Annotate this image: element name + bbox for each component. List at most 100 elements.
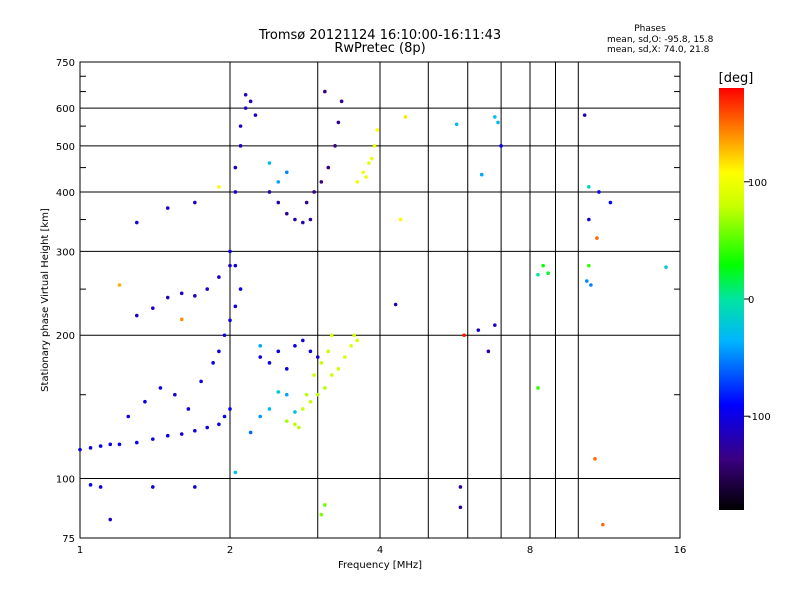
data-point	[217, 275, 221, 279]
colorbar	[719, 88, 744, 510]
data-point	[329, 373, 334, 377]
data-point	[134, 220, 139, 225]
stats-heading: Phases	[634, 24, 666, 34]
data-point	[367, 161, 371, 165]
y-tick-label: 75	[62, 534, 75, 545]
data-point	[193, 294, 197, 298]
data-point	[158, 386, 163, 390]
colorbar-tick-label: 0	[748, 295, 754, 306]
data-point	[276, 200, 281, 205]
data-point	[587, 263, 591, 268]
data-point	[301, 338, 305, 343]
data-point	[179, 432, 184, 436]
data-point	[222, 414, 227, 419]
data-point	[479, 172, 484, 177]
data-point	[267, 361, 272, 365]
data-point	[593, 457, 597, 461]
data-point	[258, 355, 263, 359]
data-point	[233, 190, 238, 194]
data-point	[601, 522, 605, 527]
data-point	[398, 217, 403, 222]
data-point	[403, 115, 408, 119]
data-point	[493, 115, 497, 119]
data-point	[319, 361, 324, 365]
x-tick-label: 1	[77, 545, 83, 556]
data-point	[98, 444, 103, 448]
data-point	[496, 120, 500, 125]
data-point	[584, 279, 589, 283]
data-point	[326, 349, 331, 354]
data-point	[304, 200, 309, 205]
data-point	[546, 271, 550, 276]
data-point	[587, 217, 591, 222]
stats-o-mode: mean, sd,O: -95.8, 15.8	[607, 35, 714, 45]
data-point	[143, 399, 147, 404]
data-point	[597, 190, 601, 194]
data-point	[312, 190, 316, 194]
data-point	[88, 483, 93, 487]
data-point	[458, 505, 463, 510]
data-point	[211, 361, 215, 365]
y-tick-label: 750	[56, 58, 75, 69]
data-point	[233, 165, 238, 170]
data-point	[151, 306, 155, 310]
data-point	[205, 425, 209, 430]
data-point	[126, 414, 131, 419]
data-point	[228, 263, 232, 268]
x-tick-labels: 1 2 4 8 16	[77, 545, 687, 556]
data-point	[248, 99, 253, 104]
data-point	[454, 122, 459, 127]
y-tick-labels: 75 100 200 300 400 500 600 750	[56, 58, 75, 545]
data-point	[267, 161, 272, 165]
data-point	[276, 390, 281, 394]
data-point	[117, 442, 122, 447]
data-point	[493, 323, 497, 327]
data-point	[222, 333, 227, 338]
data-point	[372, 144, 377, 148]
data-point	[253, 113, 258, 117]
data-point	[329, 333, 334, 338]
y-tick-label: 600	[56, 104, 75, 115]
data-point	[151, 485, 155, 489]
data-point	[349, 344, 353, 348]
data-point	[284, 211, 289, 216]
colorbar-tick-label: 100	[748, 178, 767, 189]
data-point	[339, 99, 344, 104]
data-point	[151, 437, 155, 441]
data-point	[369, 156, 374, 161]
y-tick-label: 100	[56, 475, 75, 486]
data-point	[664, 265, 668, 269]
data-point	[608, 200, 613, 205]
data-point	[186, 407, 191, 411]
x-axis-label: Frequency [MHz]	[338, 560, 422, 571]
data-point	[293, 422, 297, 427]
data-point	[312, 373, 316, 377]
data-point	[78, 447, 82, 452]
data-point	[587, 185, 591, 189]
data-point	[486, 349, 491, 354]
stats-x-mode: mean, sd,X: 74.0, 21.8	[607, 45, 710, 55]
data-point	[179, 291, 184, 296]
colorbar-label: [deg]	[719, 71, 754, 86]
data-point	[248, 430, 253, 435]
data-point	[293, 217, 297, 222]
data-point	[173, 392, 177, 397]
data-point	[98, 485, 103, 489]
data-point	[301, 220, 305, 225]
data-point	[541, 263, 545, 268]
data-point	[361, 170, 365, 175]
data-point	[238, 124, 243, 128]
data-point	[355, 338, 359, 343]
data-point	[323, 503, 327, 507]
chart-title: Tromsø 20121124 16:10:00-16:11:43	[258, 28, 501, 43]
data-point	[336, 120, 341, 125]
data-point	[323, 89, 327, 94]
data-point	[165, 295, 170, 300]
chart-subtitle: RwPretec (8p)	[334, 41, 425, 56]
data-point	[336, 367, 341, 371]
data-point	[267, 190, 272, 194]
data-point	[315, 392, 320, 397]
data-point	[536, 386, 540, 390]
data-point	[276, 180, 281, 184]
